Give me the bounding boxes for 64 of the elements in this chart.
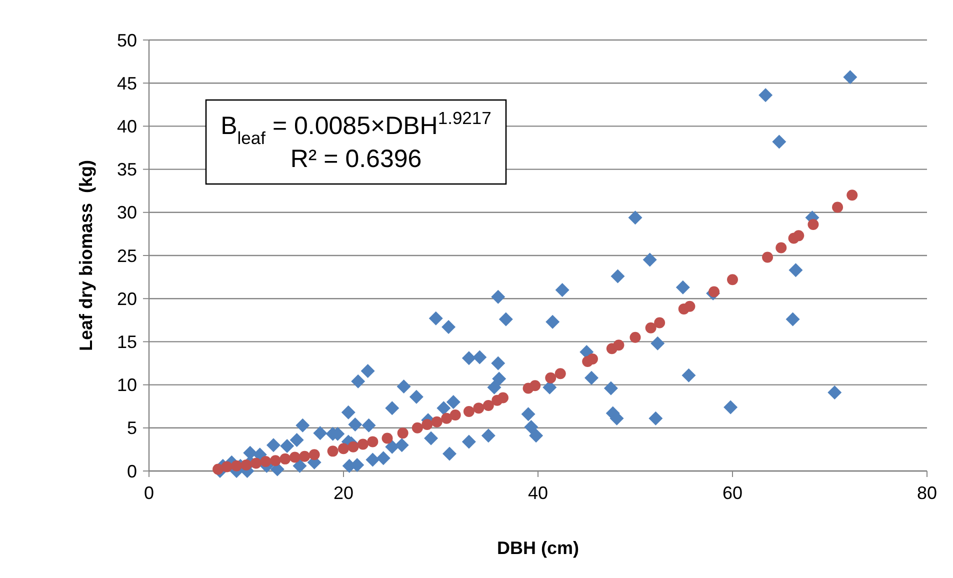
point [630,332,641,343]
y-tick-label: 10 [116,375,137,396]
y-tick-label: 45 [116,73,137,94]
point [776,242,787,254]
point [727,274,738,286]
point [482,400,494,411]
y-tick-label: 5 [126,418,137,438]
point [308,449,320,460]
annotation: R² = 0.6396 [290,145,422,173]
x-tick-label: 0 [144,483,154,503]
point [431,416,442,428]
point [441,412,452,424]
point [270,455,281,466]
point [327,446,338,457]
point [289,452,300,463]
point [586,353,598,364]
point [497,392,508,404]
y-tick-label: 15 [116,332,137,352]
point [708,286,720,298]
y-tick-label: 40 [116,116,137,136]
point [645,322,656,334]
point [221,461,232,472]
point [463,406,474,418]
point [793,230,804,242]
point [338,443,349,454]
y-tick-label: 25 [116,246,137,266]
point [348,441,359,452]
point [240,459,252,470]
point [412,422,423,434]
y-tick-label: 35 [116,160,137,180]
point [554,368,566,380]
x-tick-label: 80 [916,483,938,503]
point [613,340,624,351]
point [473,402,484,414]
y-axis-title: Leaf dry biomass (kg) [76,160,96,352]
y-tick-label: 0 [126,461,137,482]
point [846,190,858,201]
point [832,202,844,213]
point [280,453,291,464]
annotation: B$_{leaf}$ = 0.0085×DBH$^{1.9217}$ [220,108,492,148]
point [545,372,556,384]
point [357,438,368,450]
x-tick-label: 20 [333,483,354,503]
point [530,380,541,392]
point [654,317,666,328]
point [250,458,262,469]
point [299,450,310,462]
point [762,252,774,263]
point [808,218,819,230]
point [382,432,393,444]
point [212,464,224,475]
point [260,456,272,468]
point [422,418,433,430]
y-tick-label: 20 [116,288,137,309]
point [684,300,696,312]
x-tick-label: 60 [722,483,743,503]
point [231,460,242,472]
x-tick-label: 40 [528,483,548,503]
y-tick-label: 30 [116,202,137,223]
point [450,409,461,420]
point [367,436,378,448]
point [397,428,408,439]
y-tick-label: 50 [116,30,137,50]
x-axis-title: DBH (cm) [496,538,580,558]
